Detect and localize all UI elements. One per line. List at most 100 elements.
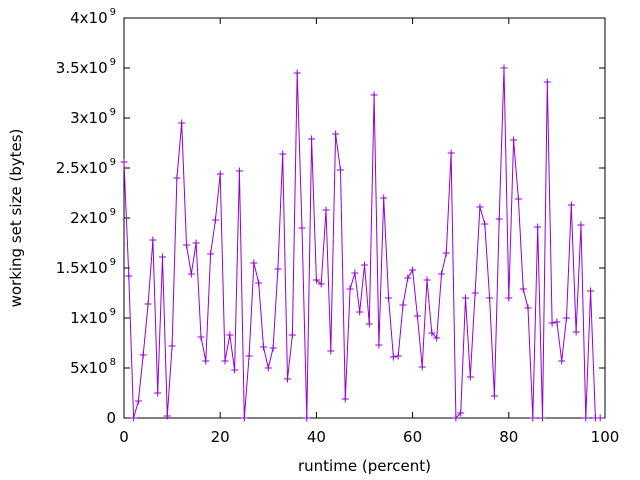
series-line: [123, 67, 601, 420]
data-point: [457, 409, 465, 417]
y-tick-exponent: 9: [110, 257, 116, 268]
y-tick-mantissa: 2x10: [70, 209, 108, 227]
data-point: [269, 344, 277, 352]
data-point: [139, 351, 147, 359]
data-point: [394, 352, 402, 360]
data-point: [134, 397, 142, 405]
plot-border: [123, 17, 606, 419]
data-point: [572, 328, 580, 336]
data-point: [490, 392, 498, 400]
data-point: [519, 285, 527, 293]
y-tick-mantissa: 0: [106, 409, 116, 427]
data-point: [173, 174, 181, 182]
y-tick-label: 0: [106, 409, 116, 427]
data-point: [250, 259, 258, 267]
data-point: [303, 414, 311, 422]
y-tick-label: 3x10 9: [70, 107, 116, 127]
data-point: [399, 301, 407, 309]
data-point: [192, 239, 200, 247]
y-tick-exponent: 9: [110, 107, 116, 118]
y-tick-exponent: 9: [110, 7, 116, 18]
data-point: [389, 353, 397, 361]
data-point: [130, 414, 138, 422]
x-axis-label: runtime (percent): [298, 457, 431, 475]
data-point: [534, 223, 542, 231]
data-point: [380, 194, 388, 202]
data-point: [447, 149, 455, 157]
data-point: [259, 343, 267, 351]
data-point: [327, 347, 335, 355]
data-point: [183, 241, 191, 249]
data-point: [240, 414, 248, 422]
data-point: [154, 389, 162, 397]
data-point: [211, 216, 219, 224]
data-point: [567, 201, 575, 209]
data-point: [404, 274, 412, 282]
x-axis: 0 20 40 60 80 100: [119, 18, 619, 446]
y-tick-label: 3.5x10 9: [56, 57, 116, 77]
data-point: [361, 261, 368, 269]
x-tick-label: 40: [307, 428, 326, 446]
data-point: [418, 363, 426, 371]
data-point: [197, 333, 205, 341]
data-point: [308, 135, 316, 143]
y-tick-mantissa: 3.5x10: [56, 59, 108, 77]
data-point: [500, 64, 508, 72]
data-point: [216, 170, 224, 178]
data-point: [442, 249, 450, 257]
data-point: [510, 136, 518, 144]
data-point: [577, 221, 585, 229]
data-point: [168, 342, 176, 350]
data-point: [558, 357, 566, 365]
y-tick-exponent: 9: [110, 207, 116, 218]
y-tick-mantissa: 3x10: [70, 109, 108, 127]
data-point: [284, 375, 292, 383]
data-point: [322, 206, 330, 214]
data-point: [274, 265, 282, 273]
data-point: [428, 329, 436, 337]
data-point: [149, 236, 157, 244]
data-point: [543, 78, 551, 86]
data-point: [207, 250, 215, 258]
data-point: [351, 269, 359, 277]
data-point: [125, 272, 133, 280]
data-point: [433, 334, 441, 342]
data-point: [486, 294, 494, 302]
data-point: [596, 414, 604, 422]
data-point: [385, 294, 393, 302]
x-tick-label: 20: [211, 428, 230, 446]
data-point: [332, 130, 340, 138]
data-point: [245, 352, 253, 360]
y-tick-label: 1x10 9: [70, 307, 116, 327]
data-point: [437, 270, 445, 278]
data-point: [317, 280, 325, 288]
y-tick-exponent: 9: [110, 157, 116, 168]
data-point: [514, 195, 522, 203]
data-point: [582, 414, 590, 422]
data-point: [298, 224, 306, 232]
data-point: [120, 158, 128, 166]
data-point: [471, 289, 479, 297]
y-tick-mantissa: 4x10: [70, 9, 108, 27]
x-tick-label: 100: [591, 428, 620, 446]
data-point: [476, 203, 484, 211]
y-axis-label: working set size (bytes): [7, 129, 25, 308]
data-point: [231, 366, 239, 374]
data-point: [144, 300, 152, 308]
data-point: [178, 119, 186, 127]
data-point: [202, 357, 210, 365]
x-tick-label: 0: [119, 428, 129, 446]
data-point: [235, 167, 243, 175]
data-point: [409, 266, 417, 274]
data-point: [587, 287, 595, 295]
y-tick-mantissa: 1x10: [70, 309, 108, 327]
data-point: [495, 215, 503, 223]
data-point: [255, 279, 263, 287]
x-tick-label: 80: [499, 428, 518, 446]
y-tick-label: 5x10 8: [70, 357, 116, 377]
data-point: [553, 318, 561, 326]
data-point: [423, 276, 431, 284]
data-point: [548, 319, 556, 327]
